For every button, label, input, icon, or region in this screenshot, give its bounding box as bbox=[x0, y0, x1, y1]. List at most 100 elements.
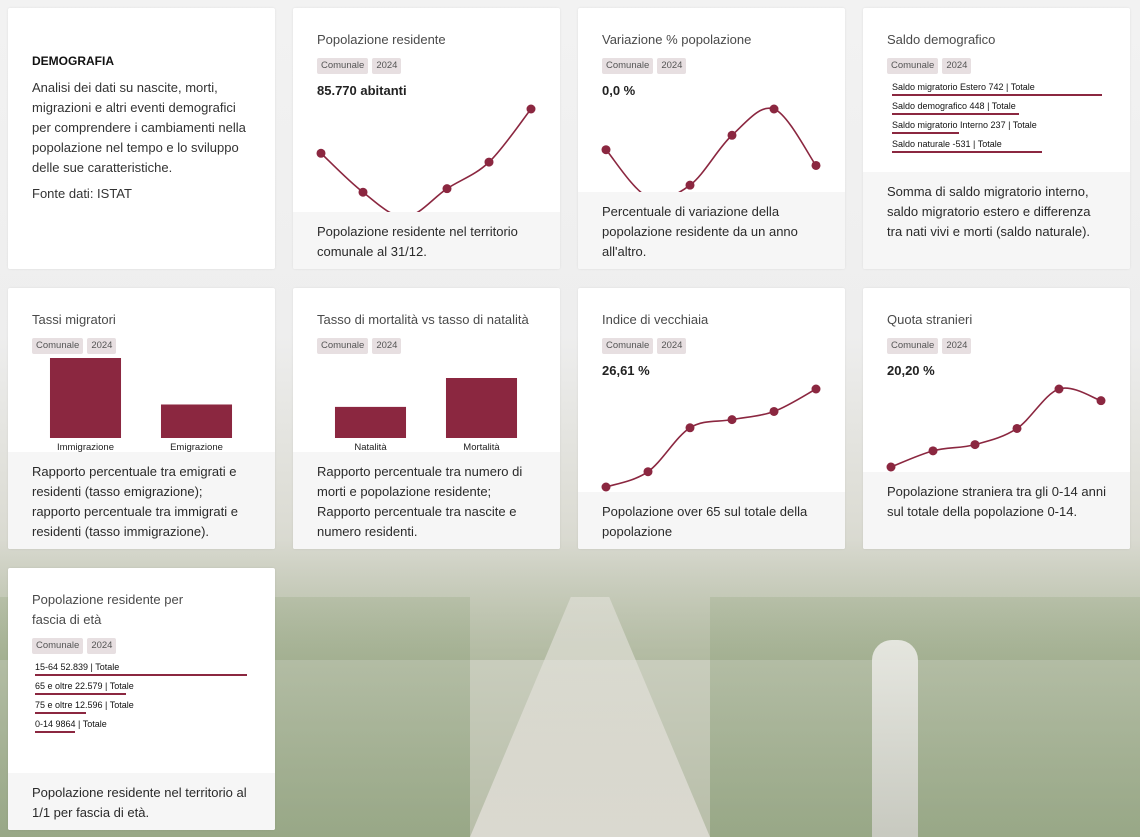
value-bar bbox=[35, 693, 126, 695]
bar-label: Saldo migratorio Estero 742 | Totale bbox=[892, 82, 1035, 92]
series-line bbox=[320, 108, 532, 218]
bar[interactable] bbox=[445, 378, 518, 438]
card-description: Rapporto percentuale tra numero di morti… bbox=[293, 452, 560, 549]
card-description: Popolazione over 65 sul totale della pop… bbox=[578, 492, 845, 549]
data-point[interactable] bbox=[1054, 384, 1064, 394]
data-point[interactable] bbox=[484, 157, 494, 167]
data-point[interactable] bbox=[1096, 396, 1106, 406]
data-point[interactable] bbox=[601, 482, 611, 492]
value-bar bbox=[35, 712, 86, 714]
data-point[interactable] bbox=[928, 446, 938, 456]
section-heading: DEMOGRAFIA bbox=[32, 54, 114, 68]
tag-year: 2024 bbox=[942, 58, 972, 74]
bar[interactable] bbox=[49, 358, 122, 438]
data-point[interactable] bbox=[811, 160, 821, 170]
data-point[interactable] bbox=[727, 415, 737, 425]
data-point[interactable] bbox=[601, 145, 611, 155]
data-point[interactable] bbox=[442, 184, 452, 194]
line-chart bbox=[886, 384, 1106, 472]
card-quota-stranieri[interactable]: Quota stranieri Comunale 2024 20,20 % Po… bbox=[863, 288, 1130, 549]
card-description: Popolazione residente nel territorio al … bbox=[8, 773, 275, 830]
bar-label: 65 e oltre 22.579 | Totale bbox=[35, 681, 134, 691]
bar-list: 15-64 52.839 | Totale 65 e oltre 22.579 |… bbox=[8, 662, 275, 738]
series-line bbox=[605, 107, 817, 200]
card-description: Popolazione straniera tra gli 0-14 anni … bbox=[863, 472, 1130, 549]
data-point[interactable] bbox=[685, 423, 695, 433]
line-chart bbox=[316, 104, 536, 222]
card-variazione-popolazione[interactable]: Variazione % popolazione Comunale 2024 0… bbox=[578, 8, 845, 269]
tag-scope: Comunale bbox=[602, 58, 654, 74]
tag-scope: Comunale bbox=[602, 338, 654, 354]
card-description: Popolazione residente nel territorio com… bbox=[293, 212, 560, 269]
line-chart bbox=[601, 104, 821, 202]
data-point[interactable] bbox=[643, 467, 653, 477]
bar-chart: Natalità Mortalità bbox=[334, 378, 518, 452]
value-bar bbox=[35, 674, 247, 676]
bar-list-row[interactable]: 15-64 52.839 | Totale bbox=[35, 662, 275, 681]
bar-list-row[interactable]: Saldo migratorio Interno 237 | Totale bbox=[892, 120, 1106, 139]
tag-year: 2024 bbox=[372, 338, 402, 354]
bar-list-row[interactable]: 65 e oltre 22.579 | Totale bbox=[35, 681, 275, 700]
category-label: Immigrazione bbox=[57, 442, 114, 452]
data-point[interactable] bbox=[526, 104, 536, 114]
card-title: Quota stranieri bbox=[887, 312, 973, 327]
card-mortalita-natalita[interactable]: Tasso di mortalità vs tasso di natalità … bbox=[293, 288, 560, 549]
data-point[interactable] bbox=[685, 180, 695, 190]
card-title: Popolazione residente bbox=[317, 32, 446, 47]
tag-year: 2024 bbox=[87, 638, 117, 654]
series-line bbox=[890, 387, 1102, 468]
card-fasce-eta[interactable]: Popolazione residente per fascia di età … bbox=[8, 568, 275, 830]
tag-year: 2024 bbox=[942, 338, 972, 354]
data-point[interactable] bbox=[316, 148, 326, 158]
card-title: Popolazione residente per fascia di età bbox=[32, 592, 184, 627]
card-title: Tasso di mortalità vs tasso di natalità bbox=[317, 312, 529, 327]
kpi-value: 20,20 % bbox=[887, 363, 935, 378]
bar-label: 0-14 9864 | Totale bbox=[35, 719, 107, 729]
bar-list-row[interactable]: 75 e oltre 12.596 | Totale bbox=[35, 700, 275, 719]
bar-label: 15-64 52.839 | Totale bbox=[35, 662, 120, 672]
card-popolazione-residente[interactable]: Popolazione residente Comunale 2024 85.7… bbox=[293, 8, 560, 269]
tag-scope: Comunale bbox=[32, 638, 84, 654]
bar-list-row[interactable]: 0-14 9864 | Totale bbox=[35, 719, 275, 738]
tag-scope: Comunale bbox=[887, 58, 939, 74]
card-title: Tassi migratori bbox=[32, 312, 116, 327]
card-saldo-demografico[interactable]: Saldo demografico Comunale 2024 Saldo mi… bbox=[863, 8, 1130, 269]
bar[interactable] bbox=[334, 406, 407, 438]
section-description: Analisi dei dati su nascite, morti, migr… bbox=[32, 80, 246, 175]
bar-list-row[interactable]: Saldo naturale -531 | Totale bbox=[892, 139, 1106, 158]
card-indice-vecchiaia[interactable]: Indice di vecchiaia Comunale 2024 26,61 … bbox=[578, 288, 845, 549]
card-description: Somma di saldo migratorio interno, saldo… bbox=[863, 172, 1130, 269]
data-point[interactable] bbox=[769, 406, 779, 416]
data-point[interactable] bbox=[811, 384, 821, 394]
tag-scope: Comunale bbox=[317, 338, 369, 354]
value-bar bbox=[35, 731, 75, 733]
tag-year: 2024 bbox=[87, 338, 117, 354]
card-tassi-migratori[interactable]: Tassi migratori Comunale 2024 Immigrazio… bbox=[8, 288, 275, 549]
bar-label: Saldo demografico 448 | Totale bbox=[892, 101, 1016, 111]
card-description: Percentuale di variazione della popolazi… bbox=[578, 192, 845, 269]
kpi-value: 85.770 abitanti bbox=[317, 83, 407, 98]
card-title: Variazione % popolazione bbox=[602, 32, 752, 47]
line-chart bbox=[601, 384, 821, 492]
card-title: Saldo demografico bbox=[887, 32, 996, 47]
bar-chart: Immigrazione Emigrazione bbox=[49, 358, 233, 452]
value-bar bbox=[892, 113, 1019, 115]
bar[interactable] bbox=[160, 404, 233, 438]
data-point[interactable] bbox=[1012, 423, 1022, 433]
data-point[interactable] bbox=[358, 187, 368, 197]
category-label: Emigrazione bbox=[170, 442, 223, 452]
intro-card: DEMOGRAFIA Analisi dei dati su nascite, … bbox=[8, 8, 275, 269]
category-label: Mortalità bbox=[463, 442, 500, 452]
bar-label: Saldo migratorio Interno 237 | Totale bbox=[892, 120, 1037, 130]
bar-label: 75 e oltre 12.596 | Totale bbox=[35, 700, 134, 710]
data-point[interactable] bbox=[727, 130, 737, 140]
data-point[interactable] bbox=[886, 462, 896, 472]
bar-list-row[interactable]: Saldo demografico 448 | Totale bbox=[892, 101, 1106, 120]
data-point[interactable] bbox=[769, 104, 779, 114]
bar-list-row[interactable]: Saldo migratorio Estero 742 | Totale bbox=[892, 82, 1106, 101]
kpi-value: 26,61 % bbox=[602, 363, 650, 378]
kpi-value: 0,0 % bbox=[602, 83, 636, 98]
tag-scope: Comunale bbox=[32, 338, 84, 354]
data-point[interactable] bbox=[970, 440, 980, 450]
card-title: Indice di vecchiaia bbox=[602, 312, 709, 327]
